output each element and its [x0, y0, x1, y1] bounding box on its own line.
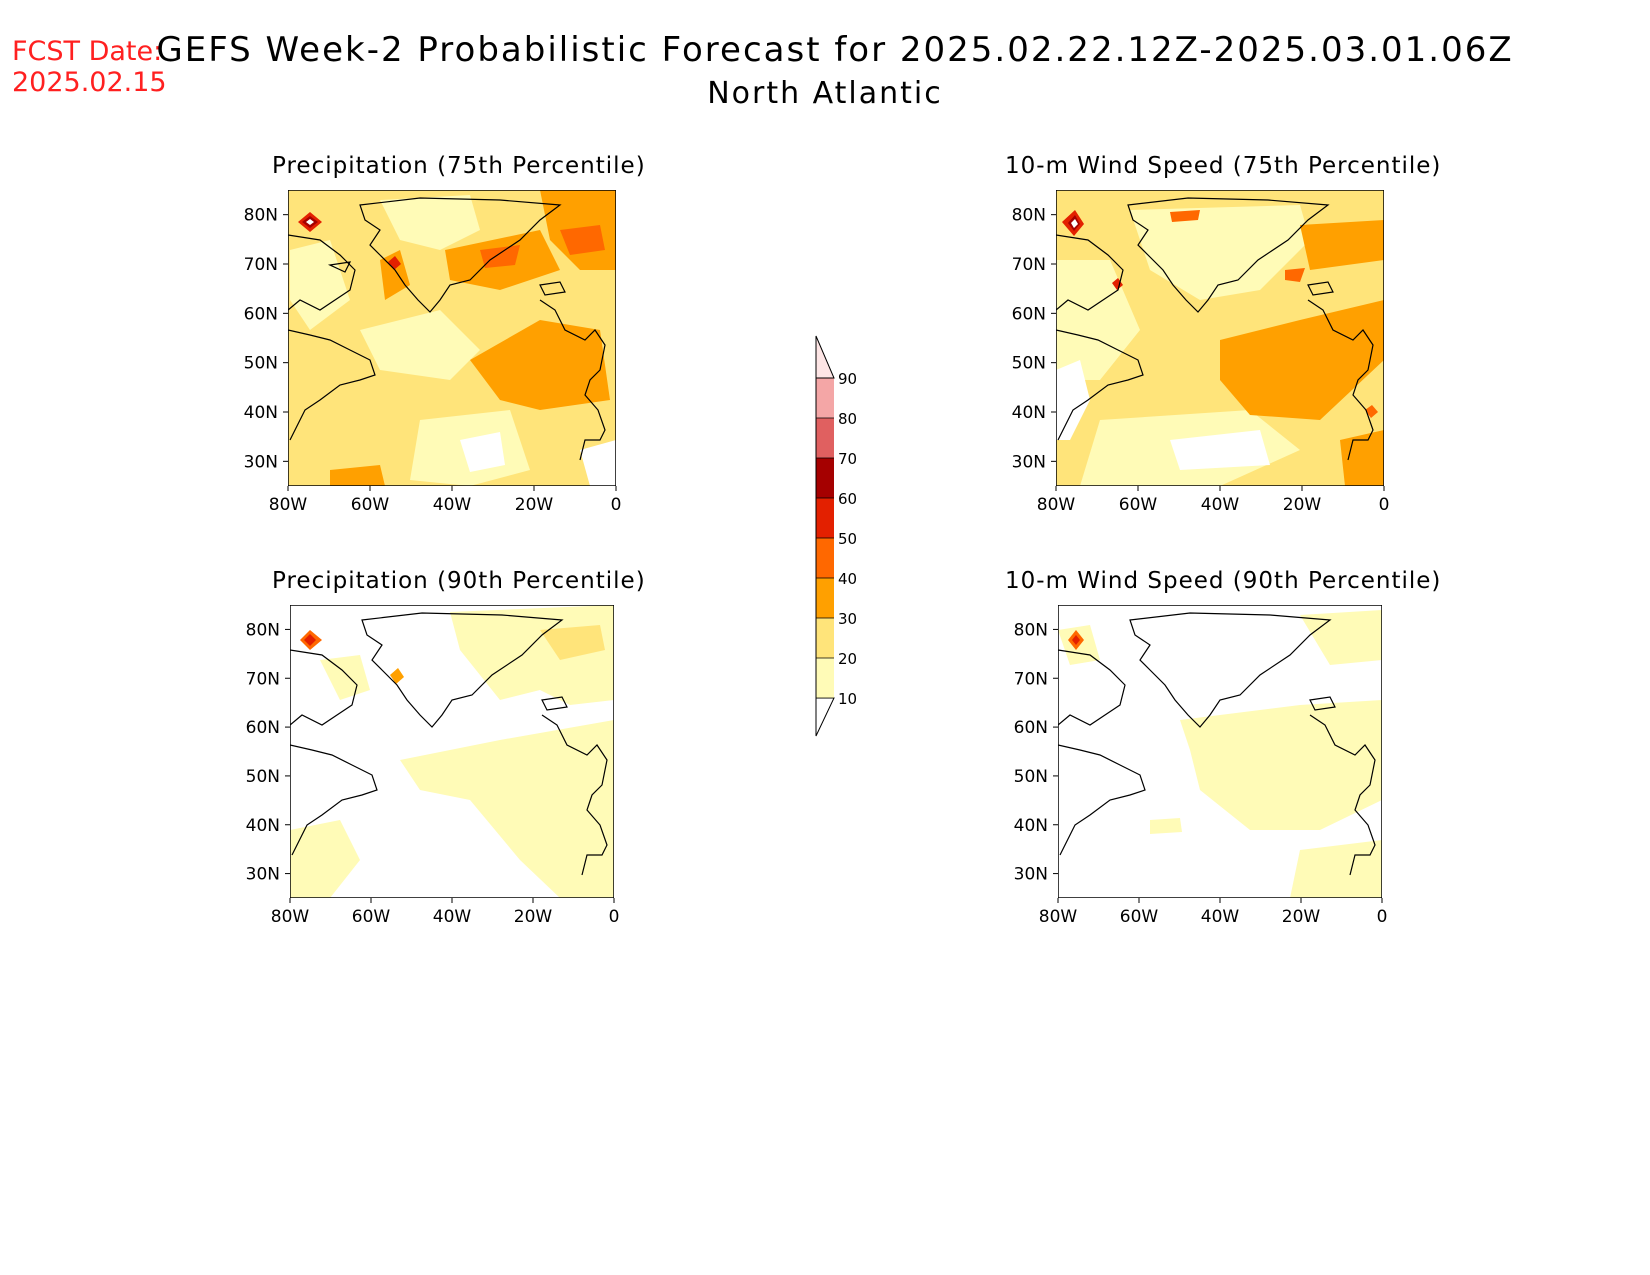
colorbar-label: 60: [838, 490, 857, 508]
colorbar-segment: [816, 418, 834, 458]
lon-tick-label: 40W: [433, 495, 472, 515]
lon-tick-label: 80W: [1037, 495, 1076, 515]
colorbar-label: 40: [838, 570, 857, 588]
colorbar: 10 20 30 40 50 60 70 80 90: [815, 335, 857, 737]
lat-tick-label: 60N: [1014, 718, 1048, 738]
colorbar-label: 30: [838, 610, 857, 628]
forecast-date-label: FCST Date: 2025.02.15: [12, 36, 167, 98]
panel-title-wind-75: 10-m Wind Speed (75th Percentile): [1005, 153, 1442, 179]
colorbar-segment: [816, 458, 834, 498]
lat-tick-label: 50N: [1012, 354, 1046, 374]
colorbar-lower-triangle: [815, 697, 835, 737]
lon-tick-label: 60W: [352, 907, 391, 927]
colorbar-label: 20: [838, 650, 857, 668]
lat-tick-label: 50N: [1014, 767, 1048, 787]
region-subtitle: North Atlantic: [707, 76, 943, 111]
lon-tick-label: 0: [611, 495, 622, 515]
lat-tick-label: 80N: [246, 620, 280, 640]
lon-tick-label: 20W: [1283, 495, 1322, 515]
main-title: GEFS Week-2 Probabilistic Forecast for 2…: [156, 30, 1514, 70]
lat-tick-label: 40N: [244, 403, 278, 423]
lon-tick-label: 40W: [433, 907, 472, 927]
lon-tick-label: 60W: [1119, 495, 1158, 515]
panel-title-precip-75: Precipitation (75th Percentile): [272, 153, 646, 179]
lon-tick-label: 60W: [1120, 907, 1159, 927]
colorbar-label: 90: [838, 370, 857, 388]
panel-title-wind-90: 10-m Wind Speed (90th Percentile): [1005, 568, 1442, 594]
axis-labels: 80N 70N 60N 50N 40N 30N 80W 60W 40W 20W 0 80N 70N 60N…: [244, 206, 1390, 927]
map-panel-wind-90: [1058, 605, 1382, 898]
colorbar-segment: [816, 578, 834, 618]
lat-tick-label: 70N: [246, 669, 280, 689]
lon-tick-label: 0: [1379, 495, 1390, 515]
lon-tick-label: 20W: [1282, 907, 1321, 927]
colorbar-segment: [816, 658, 834, 698]
lat-tick-label: 70N: [1012, 255, 1046, 275]
lon-tick-label: 80W: [269, 495, 308, 515]
colorbar-segment: [816, 378, 834, 418]
lon-tick-label: 20W: [514, 907, 553, 927]
lat-tick-label: 80N: [244, 206, 278, 226]
lat-tick-label: 60N: [246, 718, 280, 738]
map-panel-precip-75: [288, 190, 616, 486]
lon-tick-label: 0: [609, 907, 620, 927]
lon-tick-label: 80W: [271, 907, 310, 927]
lat-tick-label: 70N: [244, 255, 278, 275]
colorbar-segment: [816, 538, 834, 578]
fcst-date: 2025.02.15: [12, 67, 167, 98]
colorbar-segment: [816, 618, 834, 658]
lat-tick-label: 30N: [1014, 865, 1048, 885]
lat-tick-label: 70N: [1014, 669, 1048, 689]
colorbar-label: 50: [838, 530, 857, 548]
colorbar-label: 80: [838, 410, 857, 428]
lat-tick-label: 50N: [246, 767, 280, 787]
lat-tick-label: 80N: [1014, 620, 1048, 640]
lon-tick-label: 20W: [515, 495, 554, 515]
colorbar-label: 70: [838, 450, 857, 468]
colorbar-label: 10: [838, 690, 857, 708]
lat-tick-label: 60N: [244, 304, 278, 324]
lat-tick-label: 80N: [1012, 206, 1046, 226]
lat-tick-label: 40N: [246, 816, 280, 836]
colorbar-upper-triangle: [815, 335, 835, 379]
lat-tick-label: 30N: [246, 865, 280, 885]
lat-tick-label: 60N: [1012, 304, 1046, 324]
lon-tick-label: 60W: [351, 495, 390, 515]
panel-title-precip-90: Precipitation (90th Percentile): [272, 568, 646, 594]
lat-tick-label: 40N: [1014, 816, 1048, 836]
lat-tick-label: 30N: [244, 452, 278, 472]
lat-tick-label: 40N: [1012, 403, 1046, 423]
lon-tick-label: 0: [1377, 907, 1388, 927]
fcst-label: FCST Date:: [12, 36, 163, 67]
colorbar-segment: [816, 498, 834, 538]
lon-tick-label: 40W: [1201, 495, 1240, 515]
lat-tick-label: 30N: [1012, 452, 1046, 472]
lon-tick-label: 80W: [1039, 907, 1078, 927]
lat-tick-label: 50N: [244, 354, 278, 374]
map-panel-precip-90: [290, 605, 614, 898]
lon-tick-label: 40W: [1201, 907, 1240, 927]
map-panel-wind-75: [1056, 190, 1384, 486]
